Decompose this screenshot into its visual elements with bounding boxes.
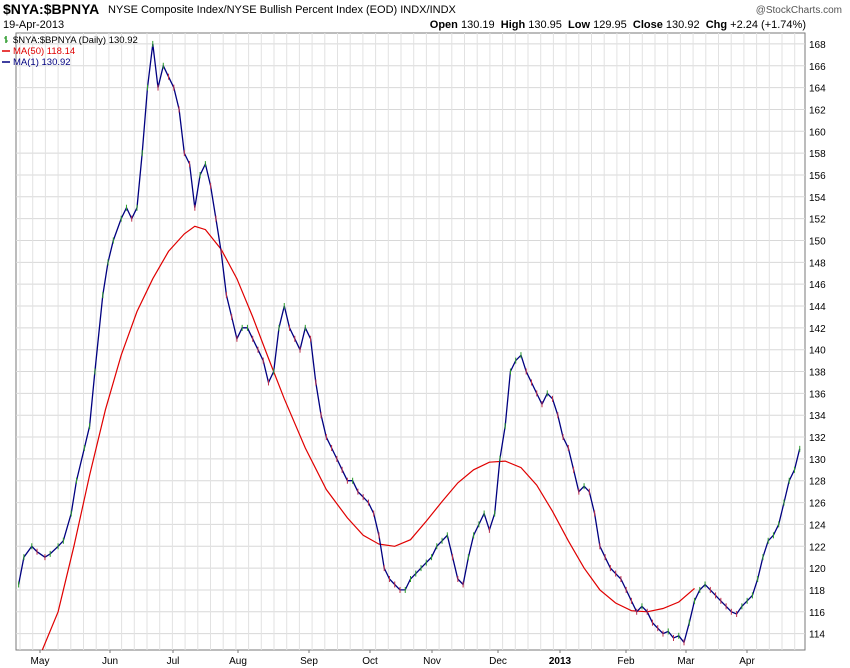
y-tick-label: 122 bbox=[809, 542, 826, 553]
chart-header: $NYA:$BPNYA NYSE Composite Index/NYSE Bu… bbox=[0, 0, 850, 32]
low-value: 129.95 bbox=[593, 19, 627, 31]
y-tick-label: 160 bbox=[809, 127, 826, 138]
y-tick-label: 150 bbox=[809, 236, 826, 247]
quote-readout: Open 130.19 High 130.95 Low 129.95 Close… bbox=[430, 19, 806, 31]
high-label: High bbox=[500, 19, 526, 31]
series-layer bbox=[17, 40, 801, 651]
x-tick-label: Dec bbox=[489, 656, 507, 667]
x-tick-label: Oct bbox=[362, 656, 378, 667]
chg-value: +2.24 (+1.74%) bbox=[730, 19, 806, 31]
y-tick-label: 164 bbox=[809, 84, 826, 95]
x-tick-label: May bbox=[31, 656, 50, 667]
y-tick-label: 136 bbox=[809, 389, 826, 400]
y-tick-label: 140 bbox=[809, 346, 826, 357]
legend-entry: $NYA:$BPNYA (Daily) 130.92 bbox=[13, 35, 138, 46]
y-tick-label: 154 bbox=[809, 193, 826, 204]
y-tick-label: 148 bbox=[809, 258, 826, 269]
x-tick-label: Apr bbox=[739, 656, 755, 667]
high-value: 130.95 bbox=[528, 19, 562, 31]
y-tick-label: 138 bbox=[809, 368, 826, 379]
x-tick-label: Nov bbox=[423, 656, 441, 667]
x-tick-label: Jun bbox=[102, 656, 118, 667]
y-tick-label: 166 bbox=[809, 62, 826, 73]
y-tick-label: 128 bbox=[809, 477, 826, 488]
y-tick-label: 126 bbox=[809, 499, 826, 510]
chg-label: Chg bbox=[705, 19, 728, 31]
y-tick-label: 124 bbox=[809, 520, 826, 531]
open-value: 130.19 bbox=[460, 19, 495, 31]
y-tick-label: 144 bbox=[809, 302, 826, 313]
x-tick-label: Sep bbox=[300, 656, 318, 667]
y-tick-label: 132 bbox=[809, 433, 826, 444]
y-tick-label: 134 bbox=[809, 411, 826, 422]
x-tick-label: 2013 bbox=[549, 656, 572, 667]
x-axis: May Jun Jul Aug Sep Oct Nov Dec 2013 Feb Mar Apr bbox=[31, 650, 755, 667]
y-tick-label: 118 bbox=[809, 586, 825, 597]
ma1-line bbox=[17, 43, 801, 644]
stockcharts-watermark[interactable]: @StockCharts.com bbox=[755, 5, 842, 16]
open-label: Open bbox=[429, 19, 458, 31]
y-tick-label: 142 bbox=[809, 324, 826, 335]
y-tick-label: 162 bbox=[809, 105, 826, 116]
y-tick-label: 116 bbox=[809, 608, 825, 619]
y-tick-label: 158 bbox=[809, 149, 826, 160]
y-tick-label: 114 bbox=[809, 630, 825, 641]
ma50-line bbox=[41, 225, 695, 651]
symbol-title: $NYA:$BPNYA bbox=[3, 1, 100, 17]
y-tick-label: 120 bbox=[809, 564, 826, 575]
legend-entry: MA(50) 118.14 bbox=[13, 46, 75, 57]
y-tick-label: 152 bbox=[809, 215, 826, 226]
close-label: Close bbox=[632, 19, 663, 31]
y-tick-label: 168 bbox=[809, 40, 826, 51]
y-tick-label: 130 bbox=[809, 455, 826, 466]
x-tick-label: Jul bbox=[167, 656, 180, 667]
close-value: 130.92 bbox=[665, 19, 700, 31]
x-tick-label: Feb bbox=[617, 656, 635, 667]
x-tick-label: Mar bbox=[677, 656, 695, 667]
symbol-description: NYSE Composite Index/NYSE Bullish Percen… bbox=[108, 4, 456, 16]
y-axis: 114 116 118 120 122 124 126 128 130 132 134 136 138 1… bbox=[809, 40, 826, 641]
low-label: Low bbox=[568, 19, 591, 31]
y-tick-label: 156 bbox=[809, 171, 826, 182]
chart-grid bbox=[16, 33, 805, 650]
legend-entry: MA(1) 130.92 bbox=[13, 57, 71, 68]
y-tick-label: 146 bbox=[809, 280, 826, 291]
x-tick-label: Aug bbox=[229, 656, 247, 667]
chart-date: 19-Apr-2013 bbox=[3, 19, 65, 31]
